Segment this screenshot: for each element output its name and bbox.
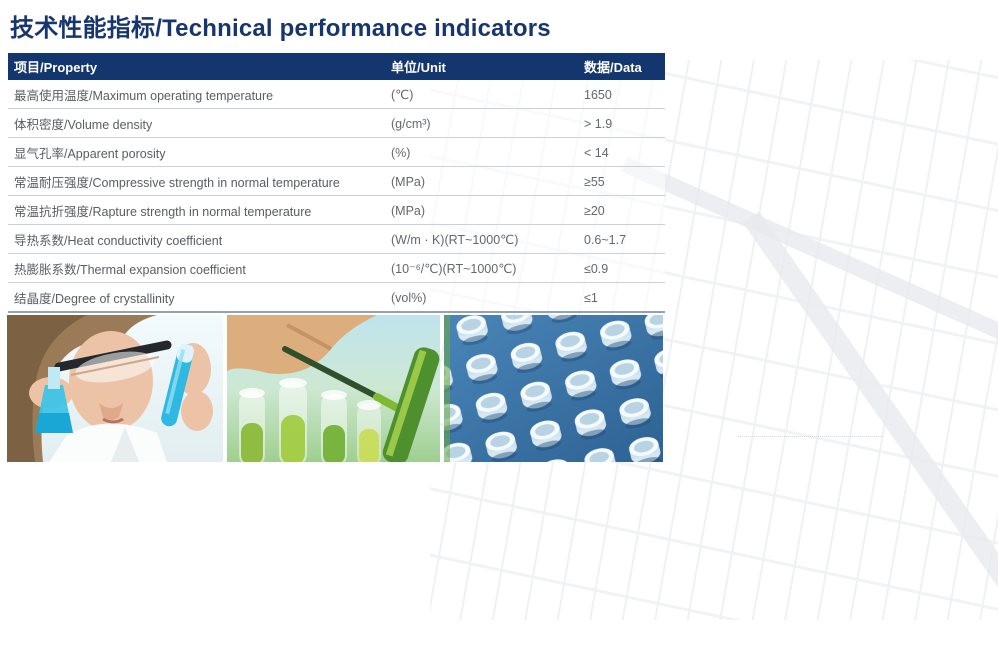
data-cell: ≤1 <box>578 282 665 313</box>
unit-cell: (MPa) <box>385 195 578 225</box>
data-cell: > 1.9 <box>578 108 665 138</box>
data-cell: < 14 <box>578 137 665 167</box>
property-cell: 导热系数/Heat conductivity coefficient <box>8 224 385 254</box>
property-cell: 最高使用温度/Maximum operating temperature <box>8 80 385 109</box>
unit-cell: (℃) <box>385 80 578 109</box>
table-row: 结晶度/Degree of crystallinity (vol%) ≤1 <box>8 282 665 313</box>
unit-cell: (g/cm³) <box>385 108 578 138</box>
unit-cell: (%) <box>385 137 578 167</box>
unit-cell: (MPa) <box>385 166 578 196</box>
table-row: 常温抗折强度/Rapture strength in normal temper… <box>8 195 665 225</box>
photo-green-test-tubes <box>227 315 440 462</box>
photo-sample-cups-tray <box>444 315 663 462</box>
property-cell: 热膨胀系数/Thermal expansion coefficient <box>8 253 385 283</box>
property-cell: 显气孔率/Apparent porosity <box>8 137 385 167</box>
unit-cell: (10⁻⁶/℃)(RT~1000℃) <box>385 253 578 283</box>
unit-cell: (W/m · K)(RT~1000℃) <box>385 224 578 254</box>
property-cell: 常温抗折强度/Rapture strength in normal temper… <box>8 195 385 225</box>
table-row: 显气孔率/Apparent porosity (%) < 14 <box>8 137 665 167</box>
column-header-property: 项目/Property <box>8 53 385 80</box>
table-row: 常温耐压强度/Compressive strength in normal te… <box>8 166 665 196</box>
spec-table: 项目/Property 单位/Unit 数据/Data 最高使用温度/Maxim… <box>8 53 665 313</box>
data-cell: 0.6~1.7 <box>578 224 665 254</box>
table-row: 最高使用温度/Maximum operating temperature (℃)… <box>8 80 665 109</box>
table-row: 体积密度/Volume density (g/cm³) > 1.9 <box>8 108 665 138</box>
column-header-unit: 单位/Unit <box>385 53 578 80</box>
column-header-data: 数据/Data <box>578 53 665 80</box>
property-cell: 体积密度/Volume density <box>8 108 385 138</box>
photo-strip <box>7 315 663 462</box>
table-row: 导热系数/Heat conductivity coefficient (W/m … <box>8 224 665 254</box>
table-header-row: 项目/Property 单位/Unit 数据/Data <box>8 53 665 80</box>
table-row: 热膨胀系数/Thermal expansion coefficient (10⁻… <box>8 253 665 283</box>
property-cell: 结晶度/Degree of crystallinity <box>8 282 385 313</box>
page-title: 技术性能指标/Technical performance indicators <box>10 15 551 42</box>
data-cell: 1650 <box>578 80 665 109</box>
unit-cell: (vol%) <box>385 282 578 313</box>
data-cell: ≥20 <box>578 195 665 225</box>
property-cell: 常温耐压强度/Compressive strength in normal te… <box>8 166 385 196</box>
faint-watermark-text <box>738 436 883 437</box>
photo-lab-scientist <box>7 315 223 462</box>
data-cell: ≥55 <box>578 166 665 196</box>
data-cell: ≤0.9 <box>578 253 665 283</box>
